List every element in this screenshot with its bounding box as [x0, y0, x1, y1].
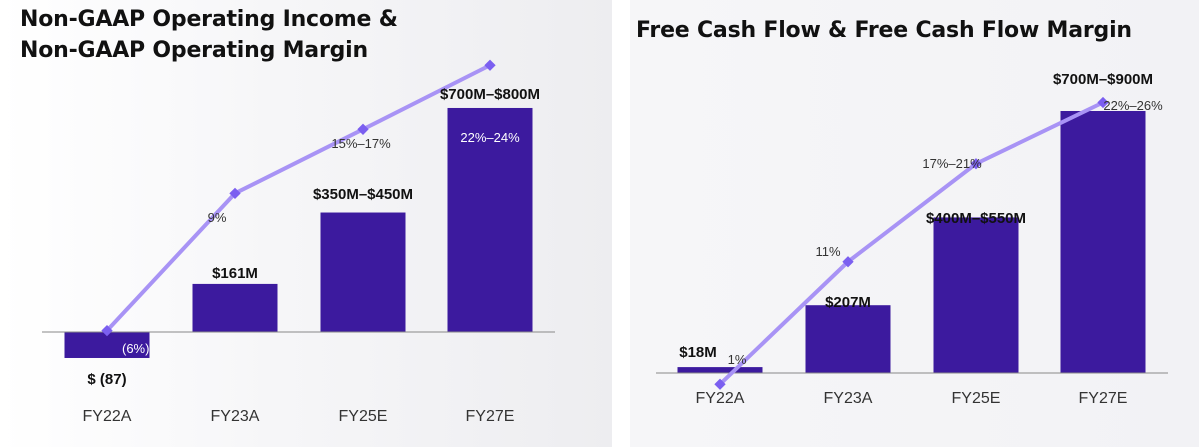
bar-fy25e: [933, 217, 1019, 373]
margin-marker-fy25e: [970, 158, 982, 170]
category-tick-label: FY27E: [466, 408, 515, 425]
margin-line: [105, 63, 491, 332]
bar-fy27e: [1060, 111, 1146, 373]
margin-label: 9%: [208, 210, 227, 225]
category-tick-label: FY23A: [211, 408, 260, 425]
margin-label: 15%–17%: [331, 136, 391, 151]
operating-income-chart: $ (87) $161M $350M–$450M $700M–$800M (6%) 9% 1…: [42, 59, 555, 425]
category-tick-label: FY25E: [339, 408, 388, 425]
bar-value-label: $400M–$550M: [926, 210, 1026, 227]
bar-fy23a: [192, 283, 278, 332]
margin-label: 22%–26%: [1103, 98, 1163, 113]
bar-fy25e: [320, 212, 406, 332]
bar-value-label: $18M: [679, 344, 717, 361]
bar-value-label: $700M–$800M: [440, 86, 540, 103]
margin-marker-fy27e: [1097, 96, 1109, 109]
bar-value-label: $700M–$900M: [1053, 71, 1153, 88]
margin-marker-fy23a: [229, 187, 241, 200]
chart-title-operating-income: Non-GAAP Operating Income & Non-GAAP Ope…: [20, 7, 398, 63]
margin-label: 11%: [815, 244, 840, 259]
category-tick-label: FY25E: [952, 390, 1001, 407]
category-tick-label: FY22A: [696, 390, 745, 407]
bar-fy22a: [64, 332, 150, 358]
category-tick-label: FY22A: [83, 408, 132, 425]
chart-title-free-cash-flow: Free Cash Flow & Free Cash Flow Margin: [636, 18, 1132, 43]
category-tick-label: FY23A: [824, 390, 873, 407]
bar-fy27e: [447, 107, 533, 332]
bar-value-label: $ (87): [87, 371, 126, 388]
margin-marker-fy23a: [842, 256, 854, 268]
bar-value-label: $161M: [212, 265, 258, 282]
bar-fy23a: [805, 305, 891, 373]
margin-line: [718, 100, 1104, 386]
margin-label: (6%): [122, 341, 149, 356]
margin-label: 1%: [728, 352, 747, 367]
margin-label: 22%–24%: [460, 130, 520, 145]
bar-value-label: $207M: [825, 294, 871, 311]
bar-fy22a: [677, 367, 763, 373]
margin-marker-fy22a: [714, 378, 726, 390]
category-tick-label: FY27E: [1079, 390, 1128, 407]
bar-value-label: $350M–$450M: [313, 186, 413, 203]
margin-label: 17%–21%: [922, 156, 982, 171]
